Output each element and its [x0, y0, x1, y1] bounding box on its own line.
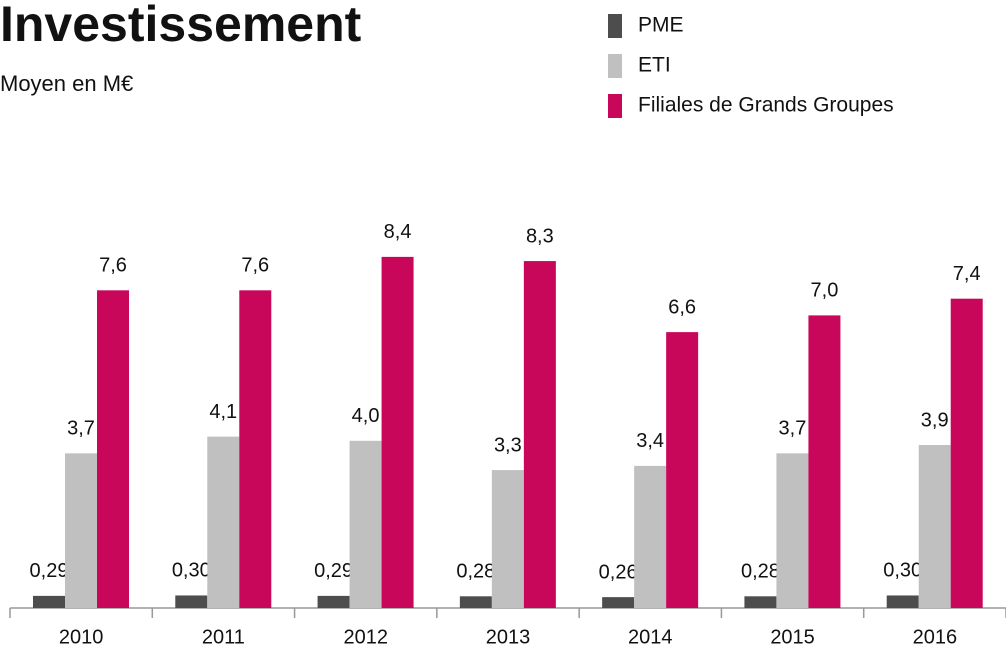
bar — [744, 596, 777, 608]
value-label: 3,4 — [636, 430, 664, 452]
value-label: 7,4 — [953, 263, 981, 285]
legend-swatch — [608, 14, 622, 38]
x-tick-label: 2014 — [628, 626, 673, 648]
bar — [666, 332, 699, 608]
value-label: 0,28 — [741, 561, 780, 583]
bar — [207, 436, 240, 608]
value-label: 7,6 — [99, 255, 127, 277]
bar — [33, 595, 65, 608]
bar — [523, 261, 556, 608]
bar — [491, 470, 524, 608]
bar — [602, 597, 635, 608]
value-label: 8,3 — [526, 225, 554, 247]
bar — [459, 596, 492, 608]
legend-label: ETI — [638, 54, 671, 77]
bar — [175, 595, 208, 608]
value-label: 0,29 — [314, 560, 353, 582]
value-label: 3,3 — [494, 434, 522, 456]
chart-title: Investissement — [0, 0, 362, 52]
value-label: 6,6 — [668, 296, 696, 318]
chart-subtitle: Moyen en M€ — [0, 71, 133, 96]
bar — [97, 290, 129, 608]
x-tick-label: 2012 — [343, 626, 388, 648]
bar — [918, 444, 951, 608]
legend-label: Filiales de Grands Groupes — [638, 94, 894, 117]
bar — [634, 465, 667, 608]
value-label: 3,7 — [779, 418, 807, 440]
value-label: 0,30 — [172, 560, 211, 582]
value-label: 0,28 — [456, 561, 495, 583]
bar — [349, 440, 382, 608]
value-label: 3,7 — [67, 418, 95, 440]
value-label: 4,0 — [352, 405, 380, 427]
x-tick-label: 2010 — [59, 626, 104, 648]
legend-swatch — [608, 94, 622, 118]
x-tick-label: 2016 — [913, 626, 958, 648]
x-tick-label: 2015 — [770, 626, 815, 648]
value-label: 8,4 — [384, 221, 412, 243]
bar — [950, 298, 983, 608]
bar — [239, 290, 272, 608]
value-label: 0,30 — [883, 560, 922, 582]
bar — [317, 595, 350, 608]
value-label: 7,6 — [241, 255, 269, 277]
bar — [886, 595, 919, 608]
value-label: 4,1 — [209, 401, 237, 423]
bar — [381, 256, 414, 608]
x-tick-label: 2011 — [202, 626, 245, 648]
bar — [808, 315, 841, 608]
bar — [776, 453, 809, 608]
bar — [65, 453, 97, 608]
value-label: 0,26 — [599, 561, 638, 583]
value-label: 0,29 — [30, 560, 69, 582]
legend-label: PME — [638, 14, 684, 37]
legend-swatch — [608, 54, 622, 78]
value-label: 7,0 — [811, 280, 839, 302]
value-label: 3,9 — [921, 409, 949, 431]
x-tick-label: 2013 — [486, 626, 531, 648]
